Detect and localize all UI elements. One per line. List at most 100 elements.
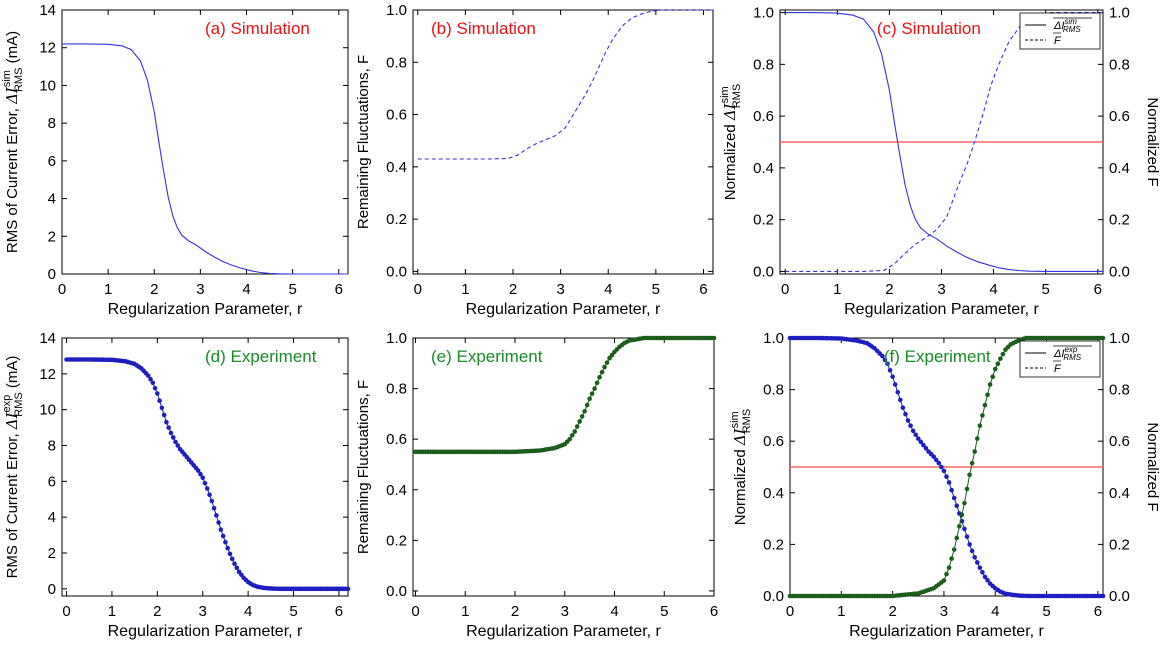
y-tick-label: 2: [48, 545, 56, 562]
data-point: [594, 380, 600, 386]
y-axis-label: Normalized ΔIsimRMS: [729, 409, 753, 525]
data-point: [974, 436, 980, 441]
y-right-axis-label: Normalized F: [1144, 97, 1161, 186]
y-tick-label: 0.8: [763, 382, 784, 399]
panel-title: (c) Simulation: [877, 19, 981, 38]
x-axis-label: Regularization Parameter, r: [466, 623, 661, 640]
data-point: [969, 548, 975, 554]
panel-c: 0 1 2 3 4 5 6 0.0 0.0 0.2 0.2 0.4 0.4 0.6 0.6 0.8 0.8 1.0…: [719, 5, 1161, 318]
series-0-markers: [787, 335, 1106, 599]
data-point: [954, 535, 960, 541]
data-point: [216, 520, 221, 525]
legend-superscript: sim: [1064, 17, 1077, 26]
data-point: [892, 382, 898, 387]
data-point: [954, 503, 960, 509]
data-point: [567, 436, 573, 442]
x-tick-label: 5: [1042, 281, 1050, 298]
y-tick-label: 12: [39, 40, 56, 57]
x-tick-label: 3: [940, 603, 948, 620]
data-point: [207, 492, 212, 498]
data-point: [166, 425, 171, 430]
x-tick-label: 4: [244, 603, 252, 620]
data-point: [995, 361, 1001, 367]
x-tick-label: 4: [604, 281, 612, 298]
data-point: [232, 561, 237, 567]
y-tick-label: 0.0: [386, 263, 407, 280]
data-point: [962, 526, 967, 532]
data-point: [604, 360, 610, 365]
x-tick-label: 2: [509, 281, 517, 298]
data-point: [577, 419, 582, 424]
y-right-tick-label: 0.2: [1109, 212, 1130, 229]
x-axis-label: Regularization Parameter, r: [108, 623, 303, 640]
y-right-tick-label: 0.6: [1109, 433, 1130, 450]
data-point: [572, 429, 577, 434]
data-point: [895, 389, 901, 395]
legend-superscript: exp: [1064, 345, 1077, 354]
y-tick-label: 1.0: [386, 330, 407, 347]
legend-label: ΔIexp RMS: [1053, 345, 1082, 362]
x-axis-label: Regularization Parameter, r: [844, 301, 1039, 318]
x-tick-label: 0: [411, 603, 419, 620]
x-tick-label: 2: [885, 281, 893, 298]
x-tick-label: 0: [62, 603, 70, 620]
data-point: [980, 413, 985, 418]
y-tick-label: 0.0: [763, 588, 784, 605]
data-point: [969, 460, 975, 466]
data-point: [200, 475, 206, 481]
data-point: [587, 396, 592, 402]
data-point: [202, 480, 208, 486]
data-point: [599, 369, 605, 375]
y-tick-label: 4: [48, 509, 56, 526]
data-point: [173, 439, 178, 445]
data-point: [964, 486, 970, 492]
data-point: [345, 586, 351, 592]
y-axis-label: Normalized ΔIsimRMS: [719, 84, 743, 200]
y-tick-label: 1.0: [386, 2, 407, 19]
data-point: [1000, 351, 1006, 357]
data-point: [944, 474, 949, 479]
data-point: [887, 367, 893, 373]
y-label-text: RMS of Current Error,: [4, 104, 21, 253]
data-point: [933, 457, 939, 463]
series-0-markers: [413, 335, 717, 455]
y-right-tick-label: 0.4: [1109, 485, 1130, 502]
data-point: [170, 435, 176, 440]
y-tick-label: 6: [48, 153, 56, 170]
data-point: [227, 551, 233, 557]
legend-box: [1019, 340, 1101, 378]
x-tick-label: 1: [833, 281, 841, 298]
data-point: [998, 356, 1003, 361]
y-axis-label: Remaining Fluctuations, F: [355, 55, 372, 229]
y-right-tick-label: 0.8: [1109, 382, 1130, 399]
x-tick-label: 3: [556, 281, 564, 298]
data-point: [941, 578, 947, 583]
data-point: [157, 398, 162, 404]
data-point: [992, 366, 998, 372]
data-point: [913, 432, 919, 438]
y-axis-label: Remaining Fluctuations, F: [355, 380, 372, 554]
y-label-symbol: ΔI: [731, 427, 749, 446]
data-point: [602, 364, 607, 370]
data-point: [597, 374, 602, 380]
data-point: [885, 361, 890, 367]
data-point: [155, 391, 160, 396]
y-tick-label: 0.4: [763, 485, 784, 502]
y-right-axis-label: Normalized F: [1144, 422, 1161, 511]
series-connector: [66, 359, 348, 590]
data-point: [949, 556, 954, 561]
y-tick-label: 0.8: [386, 54, 407, 71]
x-tick-label: 1: [108, 603, 116, 620]
data-point: [880, 353, 885, 359]
y-label-text: Remaining Fluctuations, F: [355, 380, 372, 554]
series-1-line: [785, 12, 1103, 272]
data-point: [209, 498, 215, 504]
data-point: [905, 418, 911, 423]
y-label-superscript: exp: [1, 395, 13, 413]
y-tick-label: 1.0: [763, 330, 784, 347]
x-tick-label: 2: [511, 603, 519, 620]
data-point: [985, 392, 990, 398]
plot-frame: [61, 337, 349, 597]
x-tick-label: 1: [461, 281, 469, 298]
